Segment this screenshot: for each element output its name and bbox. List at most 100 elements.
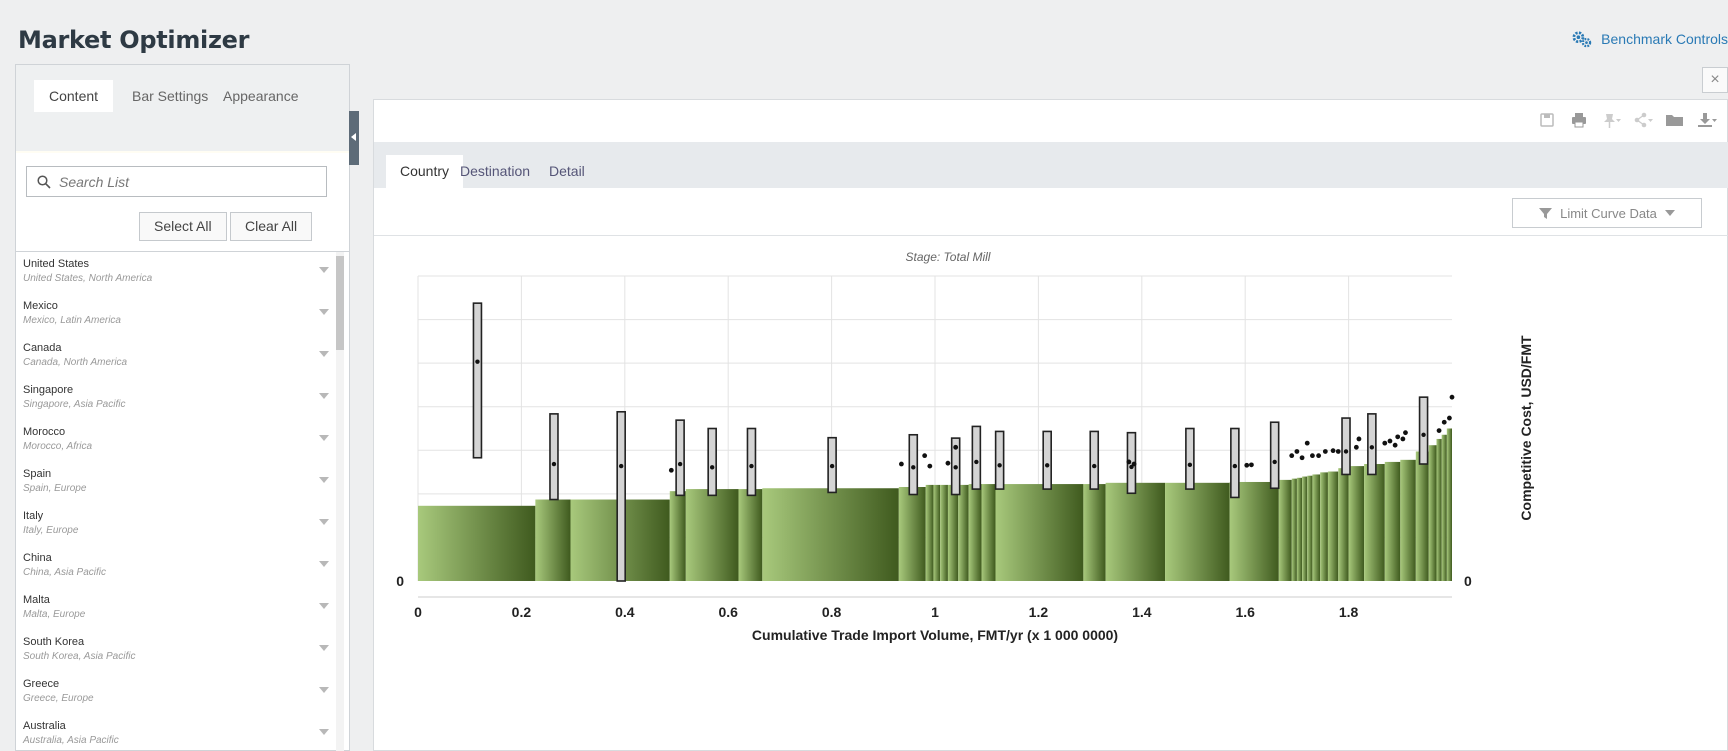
- list-item[interactable]: Malta Malta, Europe: [16, 588, 349, 630]
- range-box[interactable]: [1367, 413, 1377, 476]
- chevron-down-icon[interactable]: [319, 267, 329, 273]
- range-box[interactable]: [994, 430, 1005, 490]
- list-item[interactable]: United States United States, North Americ…: [16, 252, 349, 294]
- range-box[interactable]: [1418, 396, 1429, 465]
- list-item[interactable]: Italy Italy, Europe: [16, 504, 349, 546]
- bar[interactable]: [418, 505, 536, 581]
- list-item[interactable]: Canada Canada, North America: [16, 336, 349, 378]
- data-point[interactable]: [1382, 440, 1388, 446]
- bar[interactable]: [1384, 461, 1401, 581]
- bar[interactable]: [669, 491, 686, 581]
- save-icon[interactable]: [1535, 110, 1559, 130]
- data-point[interactable]: [1400, 436, 1406, 442]
- download-icon[interactable]: [1695, 110, 1719, 130]
- range-box[interactable]: [1269, 421, 1280, 490]
- data-point[interactable]: [1131, 461, 1137, 467]
- chevron-down-icon[interactable]: [319, 519, 329, 525]
- range-box[interactable]: [616, 410, 626, 582]
- close-button[interactable]: ×: [1702, 67, 1728, 93]
- print-icon[interactable]: [1567, 110, 1591, 130]
- bar[interactable]: [925, 484, 934, 581]
- bar[interactable]: [1307, 475, 1313, 581]
- bar[interactable]: [738, 489, 763, 581]
- data-point[interactable]: [1330, 448, 1336, 454]
- list-item[interactable]: China China, Asia Pacific: [16, 546, 349, 588]
- list-item[interactable]: South Korea South Korea, Asia Pacific: [16, 630, 349, 672]
- tab-bar-settings[interactable]: Bar Settings: [132, 88, 209, 104]
- tab-detail[interactable]: Detail: [549, 163, 585, 179]
- data-point[interactable]: [1304, 440, 1310, 446]
- tab-country[interactable]: Country: [386, 155, 464, 188]
- data-point[interactable]: [1310, 453, 1315, 459]
- bar[interactable]: [685, 489, 739, 581]
- data-point[interactable]: [1436, 428, 1442, 433]
- pin-icon[interactable]: [1599, 110, 1623, 130]
- range-box[interactable]: [746, 427, 757, 497]
- list-item[interactable]: Morocco Morocco, Africa: [16, 420, 349, 462]
- list-item[interactable]: Singapore Singapore, Asia Pacific: [16, 378, 349, 420]
- data-point[interactable]: [1395, 434, 1401, 440]
- benchmark-controls-link[interactable]: Benchmark Controls: [1571, 30, 1728, 48]
- tab-content[interactable]: Content: [34, 80, 114, 112]
- data-point[interactable]: [898, 461, 904, 467]
- data-point[interactable]: [953, 444, 959, 450]
- select-all-button[interactable]: Select All: [139, 212, 227, 241]
- list-item[interactable]: Mexico Mexico, Latin America: [16, 294, 349, 336]
- data-point[interactable]: [668, 467, 674, 473]
- data-point[interactable]: [1353, 444, 1359, 450]
- bar[interactable]: [981, 484, 996, 581]
- bar[interactable]: [1348, 466, 1365, 581]
- bar[interactable]: [1364, 464, 1385, 581]
- bar[interactable]: [1327, 471, 1339, 581]
- range-box[interactable]: [908, 433, 919, 496]
- data-point[interactable]: [1392, 442, 1398, 448]
- data-point[interactable]: [1126, 459, 1132, 465]
- chevron-down-icon[interactable]: [319, 435, 329, 441]
- range-box[interactable]: [675, 419, 685, 497]
- bar[interactable]: [1165, 482, 1230, 581]
- bar[interactable]: [1441, 434, 1447, 581]
- bar[interactable]: [1320, 472, 1328, 581]
- chevron-down-icon[interactable]: [319, 687, 329, 693]
- bar[interactable]: [1312, 474, 1321, 581]
- data-point[interactable]: [1244, 462, 1250, 468]
- range-box[interactable]: [1185, 427, 1195, 490]
- data-point[interactable]: [1316, 453, 1322, 459]
- chevron-down-icon[interactable]: [319, 309, 329, 315]
- range-box[interactable]: [472, 302, 483, 459]
- bar[interactable]: [1278, 479, 1292, 581]
- bar[interactable]: [1302, 476, 1308, 581]
- bar[interactable]: [1428, 445, 1437, 581]
- data-point[interactable]: [1356, 436, 1362, 442]
- folder-icon[interactable]: [1663, 110, 1687, 130]
- data-point[interactable]: [1447, 415, 1452, 421]
- bar[interactable]: [898, 486, 926, 581]
- bar[interactable]: [1296, 477, 1303, 581]
- bar[interactable]: [1400, 459, 1416, 581]
- scrollbar-thumb[interactable]: [336, 256, 344, 350]
- collapse-panel-button[interactable]: [349, 111, 359, 165]
- limit-curve-data-button[interactable]: Limit Curve Data: [1512, 198, 1702, 228]
- data-point[interactable]: [1289, 453, 1295, 459]
- bar[interactable]: [1291, 478, 1297, 581]
- list-item[interactable]: Spain Spain, Europe: [16, 462, 349, 504]
- clear-all-button[interactable]: Clear All: [230, 212, 313, 241]
- share-icon[interactable]: [1631, 110, 1655, 130]
- chevron-down-icon[interactable]: [319, 729, 329, 735]
- data-point[interactable]: [945, 460, 951, 466]
- list-item[interactable]: Greece Greece, Europe: [16, 672, 349, 714]
- range-box[interactable]: [1089, 430, 1100, 490]
- range-box[interactable]: [1341, 417, 1351, 476]
- bar[interactable]: [1436, 438, 1442, 581]
- bar[interactable]: [535, 499, 571, 581]
- tab-appearance[interactable]: Appearance: [223, 88, 299, 104]
- bar[interactable]: [933, 484, 941, 581]
- chevron-down-icon[interactable]: [319, 351, 329, 357]
- bar[interactable]: [968, 484, 982, 581]
- data-point[interactable]: [927, 463, 933, 469]
- bar[interactable]: [1105, 482, 1166, 581]
- data-point[interactable]: [1299, 455, 1305, 461]
- bar[interactable]: [940, 484, 948, 581]
- range-box[interactable]: [1230, 427, 1240, 499]
- bar[interactable]: [1083, 484, 1106, 581]
